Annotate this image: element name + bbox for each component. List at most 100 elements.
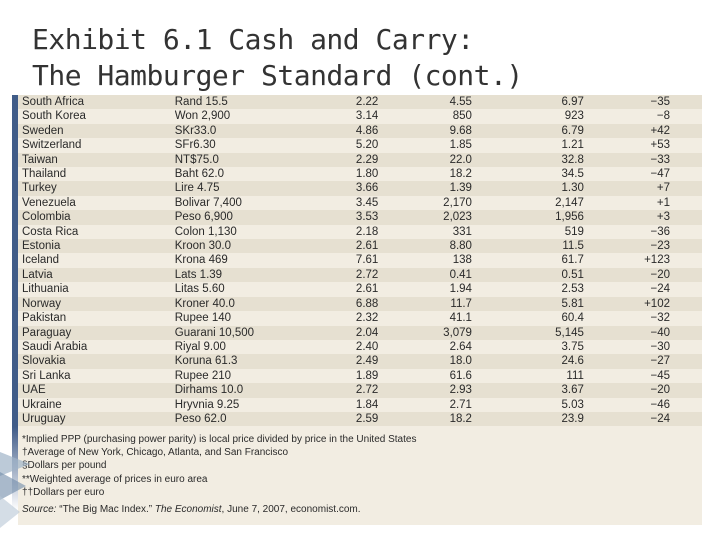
exchange-rate-cell: 1.30 <box>471 181 584 196</box>
table-row: Estonia Kroon 30.0 2.61 8.80 11.5 −23 <box>18 239 702 254</box>
dollar-price-cell: 2.61 <box>327 239 379 254</box>
exchange-rate-cell: 11.5 <box>471 239 584 254</box>
dollar-price-cell: 1.89 <box>327 368 379 384</box>
local-price-cell: Baht 62.0 <box>174 167 328 182</box>
implied-ppp-cell: 138 <box>378 253 472 268</box>
country-cell: Thailand <box>18 167 175 182</box>
source-publication: The Economist <box>154 504 222 516</box>
dollar-price-cell: 3.66 <box>327 181 379 196</box>
country-cell: Slovakia <box>18 354 175 369</box>
implied-ppp-cell: 8.80 <box>378 239 472 254</box>
table-row: Thailand Baht 62.0 1.80 18.2 34.5 −47 <box>18 167 702 182</box>
country-cell: Estonia <box>18 239 175 254</box>
valuation-cell: −20 <box>583 383 702 398</box>
local-price-cell: SKr33.0 <box>174 123 328 139</box>
exchange-rate-cell: 32.8 <box>471 152 584 168</box>
table-row: Switzerland SFr6.30 5.20 1.85 1.21 +53 <box>18 138 702 153</box>
footnote-euro-area: **Weighted average of prices in euro are… <box>22 473 208 485</box>
dollar-price-cell: 2.49 <box>327 354 379 369</box>
exchange-rate-cell: 2.53 <box>471 282 584 297</box>
dollar-price-cell: 2.59 <box>327 411 379 427</box>
implied-ppp-cell: 850 <box>378 109 472 124</box>
valuation-cell: −35 <box>583 95 702 110</box>
implied-ppp-cell: 61.6 <box>378 368 472 384</box>
source-text-pre: “The Big Mac Index.” <box>56 504 155 516</box>
valuation-cell: +3 <box>583 210 702 225</box>
source-text-post: , June 7, 2007, economist.com. <box>221 504 361 516</box>
country-cell: Iceland <box>18 253 175 268</box>
valuation-cell: −24 <box>583 282 702 297</box>
implied-ppp-cell: 1.39 <box>378 181 472 196</box>
table-row: Costa Rica Colon 1,130 2.18 331 519 −36 <box>18 224 702 240</box>
local-price-cell: Koruna 61.3 <box>174 354 328 369</box>
local-price-cell: Krona 469 <box>174 253 328 268</box>
implied-ppp-cell: 22.0 <box>378 152 472 168</box>
exchange-rate-cell: 111 <box>471 368 584 384</box>
dollar-price-cell: 3.14 <box>327 109 379 124</box>
dollar-price-cell: 2.61 <box>327 282 379 297</box>
dollar-price-cell: 6.88 <box>327 296 379 312</box>
exchange-rate-cell: 34.5 <box>471 167 584 182</box>
footnote-dollars-per-euro: ††Dollars per euro <box>22 486 105 498</box>
local-price-cell: Colon 1,130 <box>174 224 328 240</box>
exhibit-panel: South Africa Rand 15.5 2.22 4.55 6.97 −35 Sout… <box>18 95 702 525</box>
local-price-cell: Litas 5.60 <box>174 282 328 297</box>
valuation-cell: −27 <box>583 354 702 369</box>
dollar-price-cell: 2.72 <box>327 267 379 283</box>
local-price-cell: Dirhams 10.0 <box>174 383 328 398</box>
table-row: Uruguay Peso 62.0 2.59 18.2 23.9 −24 <box>18 411 702 427</box>
exchange-rate-cell: 519 <box>471 224 584 240</box>
valuation-cell: +42 <box>583 123 702 139</box>
corner-decoration <box>0 452 30 528</box>
table-row: Slovakia Koruna 61.3 2.49 18.0 24.6 −27 <box>18 354 702 369</box>
exchange-rate-cell: 5.81 <box>471 296 584 312</box>
footnote-dollars-per-pound: §Dollars per pound <box>22 460 107 472</box>
country-cell: South Africa <box>18 95 175 110</box>
local-price-cell: Guarani 10,500 <box>174 325 328 340</box>
implied-ppp-cell: 3,079 <box>378 325 472 340</box>
exchange-rate-cell: 1,956 <box>471 210 584 225</box>
exchange-rate-cell: 2,147 <box>471 195 584 211</box>
implied-ppp-cell: 2,023 <box>378 210 472 225</box>
local-price-cell: Lats 1.39 <box>174 267 328 283</box>
country-cell: Lithuania <box>18 282 175 297</box>
dollar-price-cell: 3.45 <box>327 195 379 211</box>
exchange-rate-cell: 5,145 <box>471 325 584 340</box>
local-price-cell: Riyal 9.00 <box>174 339 328 355</box>
valuation-cell: −24 <box>583 411 702 427</box>
implied-ppp-cell: 0.41 <box>378 267 472 283</box>
valuation-cell: +123 <box>583 253 702 268</box>
dollar-price-cell: 2.32 <box>327 311 379 326</box>
dollar-price-cell: 2.18 <box>327 224 379 240</box>
implied-ppp-cell: 2.71 <box>378 397 472 412</box>
country-cell: Turkey <box>18 181 175 196</box>
local-price-cell: NT$75.0 <box>174 152 328 168</box>
table-row: Pakistan Rupee 140 2.32 41.1 60.4 −32 <box>18 311 702 326</box>
local-price-cell: Bolivar 7,400 <box>174 195 328 211</box>
local-price-cell: Peso 6,900 <box>174 210 328 225</box>
local-price-cell: Peso 62.0 <box>174 411 328 427</box>
country-cell: Latvia <box>18 267 175 283</box>
exchange-rate-cell: 60.4 <box>471 311 584 326</box>
table-row: Paraguay Guarani 10,500 2.04 3,079 5,145 −40 <box>18 325 702 340</box>
valuation-cell: −32 <box>583 311 702 326</box>
country-cell: Sri Lanka <box>18 368 175 384</box>
exchange-rate-cell: 0.51 <box>471 267 584 283</box>
table-row: Sri Lanka Rupee 210 1.89 61.6 111 −45 <box>18 368 702 384</box>
local-price-cell: Hryvnia 9.25 <box>174 397 328 412</box>
valuation-cell: +1 <box>583 195 702 211</box>
dollar-price-cell: 2.40 <box>327 339 379 355</box>
valuation-cell: −20 <box>583 267 702 283</box>
local-price-cell: Kroon 30.0 <box>174 239 328 254</box>
local-price-cell: Kroner 40.0 <box>174 296 328 312</box>
country-cell: Colombia <box>18 210 175 225</box>
implied-ppp-cell: 2.64 <box>378 339 472 355</box>
big-mac-table: South Africa Rand 15.5 2.22 4.55 6.97 −35 Sout… <box>18 95 702 427</box>
table-row: Saudi Arabia Riyal 9.00 2.40 2.64 3.75 −30 <box>18 339 702 355</box>
country-cell: Taiwan <box>18 152 175 168</box>
country-cell: Norway <box>18 296 175 312</box>
implied-ppp-cell: 18.2 <box>378 167 472 182</box>
exchange-rate-cell: 6.97 <box>471 95 584 110</box>
table-row: South Africa Rand 15.5 2.22 4.55 6.97 −35 <box>18 95 702 110</box>
dollar-price-cell: 7.61 <box>327 253 379 268</box>
